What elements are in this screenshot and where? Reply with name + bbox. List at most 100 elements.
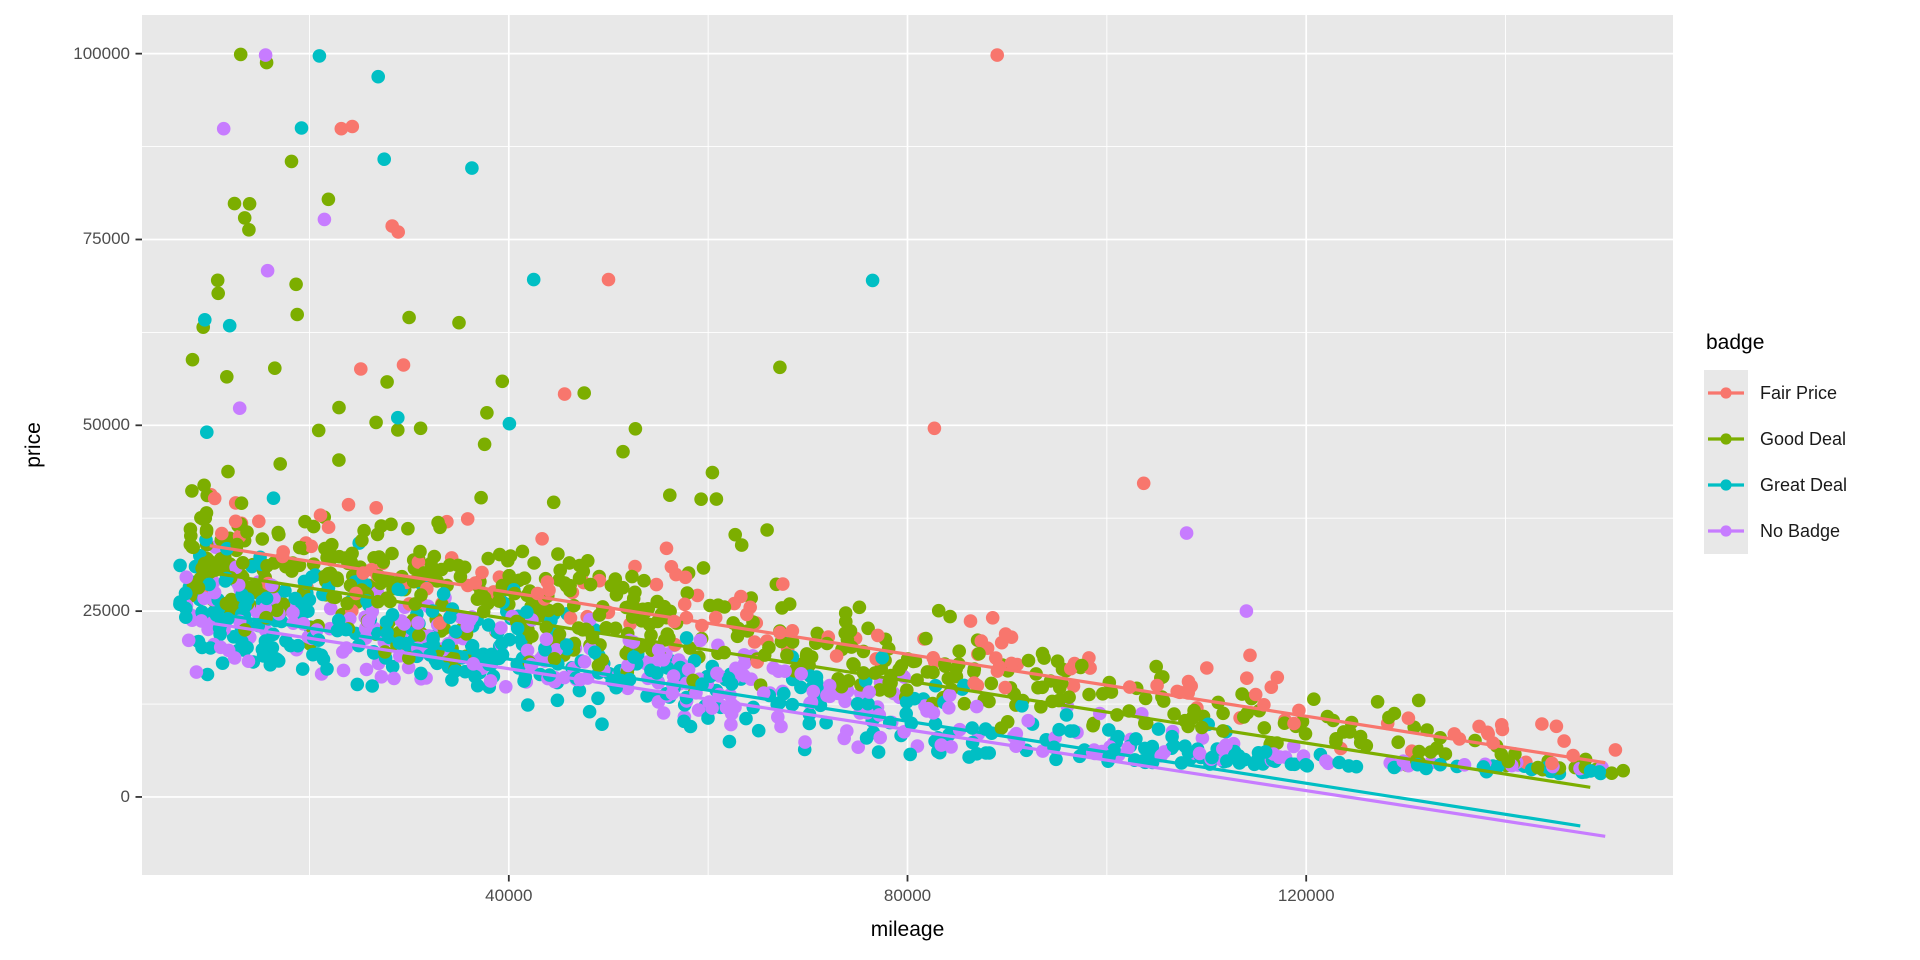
data-point [494, 621, 508, 635]
data-point [899, 706, 913, 721]
data-point [1075, 658, 1089, 673]
data-point [183, 537, 198, 552]
data-point [502, 568, 516, 583]
data-point [1192, 746, 1207, 761]
data-point [431, 515, 445, 530]
data-point [401, 660, 416, 675]
data-point [259, 591, 274, 606]
legend-item-great-deal: Great Deal [1704, 462, 1847, 508]
data-point [311, 423, 326, 438]
data-point [286, 605, 300, 620]
data-point [1150, 678, 1164, 693]
data-point [656, 706, 671, 720]
data-point [1235, 687, 1249, 701]
legend-title: badge [1706, 331, 1765, 354]
data-point [838, 606, 853, 620]
data-point [1240, 706, 1255, 720]
data-point [376, 555, 391, 569]
data-point [1616, 763, 1630, 778]
trend-line-fair-price [209, 544, 1606, 765]
data-point [985, 611, 1000, 625]
data-point [1149, 659, 1163, 674]
data-point [730, 629, 745, 644]
data-point [739, 711, 753, 726]
data-point [852, 600, 867, 615]
data-point [871, 745, 886, 759]
data-point [920, 665, 935, 679]
data-point [1086, 718, 1100, 733]
data-point [969, 699, 984, 714]
data-point [492, 594, 506, 608]
data-point [520, 643, 535, 658]
data-point [628, 585, 642, 600]
data-point [599, 621, 613, 635]
data-point [332, 400, 346, 415]
data-point [949, 662, 963, 676]
data-point [559, 638, 574, 652]
x-tick-label: 40000 [485, 886, 533, 905]
data-point [514, 633, 528, 647]
data-point [291, 638, 305, 653]
data-point [391, 410, 405, 425]
data-point [550, 693, 565, 708]
legend-item-no-badge: No Badge [1704, 508, 1847, 554]
data-point [200, 667, 215, 682]
data-point [350, 677, 365, 692]
data-point [708, 610, 723, 625]
data-point [1066, 724, 1081, 738]
data-point [637, 573, 651, 588]
data-point [957, 696, 972, 711]
data-point [1165, 729, 1179, 744]
data-point [336, 645, 350, 659]
legend-key-glyph [1704, 416, 1748, 462]
x-tick-label: 80000 [883, 886, 932, 905]
data-point [1321, 756, 1335, 771]
data-point [436, 587, 451, 601]
data-point [411, 555, 426, 569]
data-point [384, 517, 398, 532]
data-point [873, 730, 887, 745]
data-point [1329, 732, 1343, 746]
data-point [1501, 754, 1516, 769]
data-point [919, 631, 933, 646]
data-point [1136, 476, 1151, 491]
data-point [385, 546, 399, 561]
data-point [663, 488, 677, 503]
data-point [292, 540, 307, 555]
data-point [838, 694, 852, 709]
data-point [273, 457, 288, 471]
data-point [963, 614, 978, 628]
data-point [1557, 734, 1571, 748]
data-point [1151, 722, 1166, 736]
data-point [179, 570, 194, 584]
data-point [448, 624, 463, 639]
data-point [1216, 706, 1230, 721]
data-point [526, 272, 541, 287]
data-point [417, 566, 432, 580]
data-point [1270, 670, 1285, 685]
data-point [499, 680, 513, 694]
data-point [841, 674, 856, 688]
data-point [1239, 604, 1254, 618]
data-point [503, 549, 518, 563]
data-point [1219, 738, 1233, 752]
data-point [227, 196, 242, 211]
data-point [265, 641, 280, 655]
data-point [1031, 680, 1045, 695]
data-point [306, 647, 320, 662]
data-point [268, 361, 282, 376]
data-point [546, 495, 561, 510]
data-point [355, 533, 369, 548]
data-point [1015, 699, 1029, 713]
data-point [740, 607, 754, 622]
data-point [321, 520, 336, 534]
data-point [535, 532, 549, 546]
data-point [256, 649, 271, 663]
data-point [1037, 651, 1051, 665]
legend-label: Fair Price [1760, 382, 1838, 403]
data-point [323, 601, 338, 616]
data-point [452, 315, 466, 330]
data-point [666, 669, 681, 683]
data-point [771, 710, 785, 724]
